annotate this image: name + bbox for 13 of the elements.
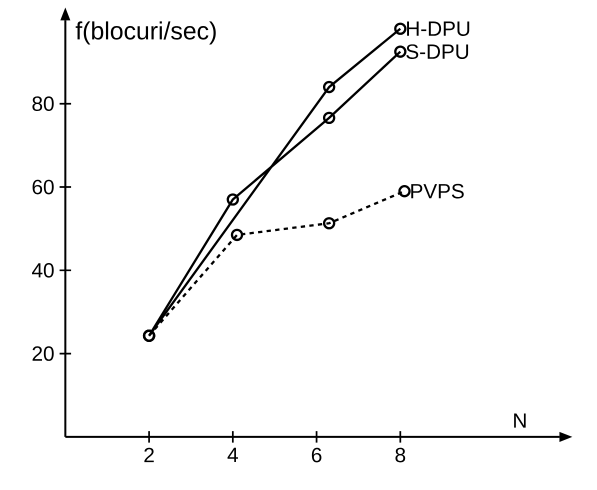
series-label: S-DPU bbox=[406, 44, 468, 59]
y-tick-label: 20 bbox=[32, 346, 54, 361]
series-label: H-DPU bbox=[407, 22, 470, 36]
y-tick-label: 80 bbox=[32, 96, 54, 112]
y-tick-label: 60 bbox=[32, 180, 54, 194]
y-tick-label: 40 bbox=[32, 263, 54, 278]
x-tick-label: 2 bbox=[144, 448, 154, 462]
series-label: PVPS bbox=[411, 184, 464, 198]
x-tick-label: 6 bbox=[312, 448, 322, 462]
x-tick-label: 8 bbox=[395, 448, 406, 462]
x-axis-title: N bbox=[514, 413, 526, 428]
y-axis-title: f(blocuri/sec) bbox=[76, 21, 216, 44]
x-tick-label: 4 bbox=[228, 448, 238, 462]
